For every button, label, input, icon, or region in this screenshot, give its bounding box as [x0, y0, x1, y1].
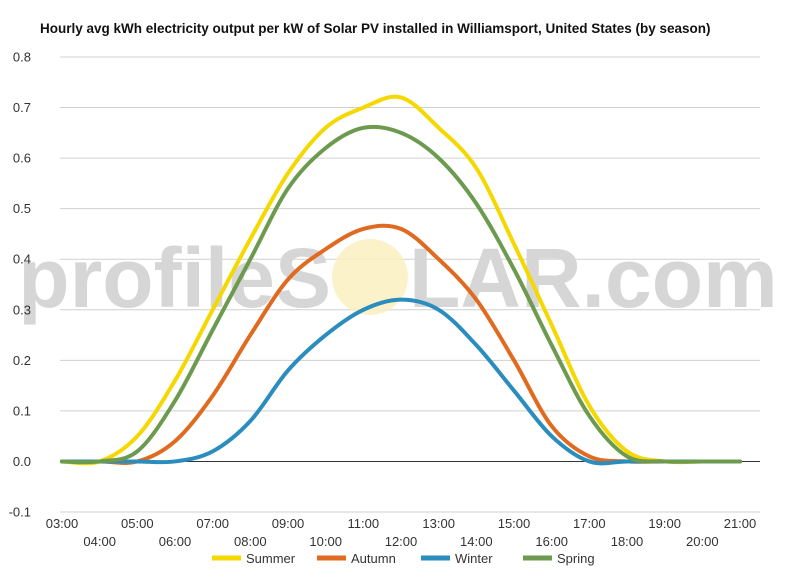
x-tick-label: 08:00 [234, 534, 267, 549]
watermark-text-right: LAR.com [409, 231, 778, 325]
series-lines [60, 94, 742, 466]
y-tick-label: 0.2 [13, 353, 31, 368]
x-axis-ticks: 03:00 04:00 05:00 06:00 07:00 08:00 09:00 10:00… [46, 516, 757, 549]
y-tick-label: 0.1 [13, 403, 31, 418]
watermark-text-left: profileS [18, 231, 331, 325]
y-tick-label: 0.6 [13, 151, 31, 166]
y-tick-label: 0.8 [13, 50, 31, 65]
x-tick-label: 14:00 [460, 534, 493, 549]
legend: Summer Autumn Winter Spring [212, 551, 595, 566]
legend-label-spring: Spring [557, 551, 595, 566]
legend-label-winter: Winter [455, 551, 493, 566]
x-tick-label: 03:00 [46, 516, 79, 531]
chart-title: Hourly avg kWh electricity output per kW… [40, 21, 711, 36]
y-axis-ticks: -0.1 0.0 0.1 0.2 0.3 0.4 0.5 0.6 0.7 0.8 [9, 50, 31, 520]
legend-swatch-summer [212, 555, 241, 561]
y-tick-label: 0.0 [13, 454, 31, 469]
series-line-summer [60, 94, 742, 466]
watermark-sun-icon [332, 239, 408, 315]
x-tick-label: 19:00 [648, 516, 681, 531]
x-tick-label: 07:00 [196, 516, 229, 531]
x-tick-label: 04:00 [83, 534, 116, 549]
x-tick-label: 16:00 [535, 534, 568, 549]
x-tick-label: 13:00 [422, 516, 455, 531]
legend-label-autumn: Autumn [351, 551, 396, 566]
x-tick-label: 10:00 [309, 534, 342, 549]
y-tick-label: 0.5 [13, 201, 31, 216]
watermark: profileS LAR.com [18, 231, 777, 325]
y-tick-label: 0.3 [13, 302, 31, 317]
y-tick-label: -0.1 [9, 505, 31, 520]
legend-swatch-autumn [317, 555, 346, 561]
legend-label-summer: Summer [246, 551, 296, 566]
x-tick-label: 20:00 [686, 534, 719, 549]
x-tick-label: 15:00 [498, 516, 531, 531]
x-tick-label: 06:00 [159, 534, 192, 549]
y-tick-label: 0.4 [13, 252, 31, 267]
x-tick-label: 21:00 [724, 516, 757, 531]
series-line-spring [60, 124, 742, 465]
x-tick-label: 11:00 [348, 516, 380, 531]
x-tick-label: 09:00 [272, 516, 305, 531]
y-tick-label: 0.7 [13, 100, 31, 115]
x-tick-label: 12:00 [385, 534, 418, 549]
x-tick-label: 05:00 [121, 516, 154, 531]
x-tick-label: 17:00 [573, 516, 606, 531]
legend-swatch-spring [523, 555, 552, 561]
x-tick-label: 18:00 [611, 534, 644, 549]
legend-swatch-winter [421, 555, 450, 561]
series-line-winter [60, 297, 742, 466]
